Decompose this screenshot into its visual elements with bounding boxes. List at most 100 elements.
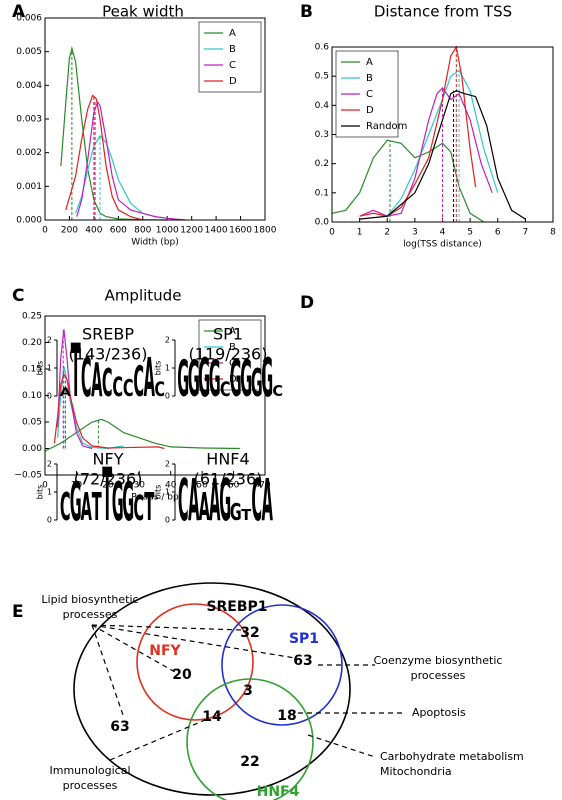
x-tick-label: 1400 <box>205 226 228 236</box>
legend-label: Random <box>366 121 407 132</box>
y-tick-label: 0.000 <box>16 216 42 226</box>
series-line <box>386 69 499 217</box>
venn-circle <box>221 604 343 726</box>
bits-label: bits <box>154 361 163 376</box>
region-count: 32 <box>240 625 259 641</box>
region-count: 63 <box>110 719 129 735</box>
legend-label: C <box>229 358 236 369</box>
logo-letter: C <box>154 379 165 402</box>
bits-label: bits <box>36 361 45 376</box>
x-tick-label: 1600 <box>229 226 252 236</box>
x-tick-label: 3 <box>412 228 418 238</box>
annotation: Carbohydrate metabolism <box>380 750 524 763</box>
logo-letter: G <box>251 360 263 405</box>
y-tick-label: 0.25 <box>22 312 42 322</box>
motif-count: (61/236) <box>194 470 263 489</box>
logo-tick-label: 2 <box>165 460 170 469</box>
venn-layout <box>73 582 402 800</box>
logo-tick-label: 1 <box>47 488 52 497</box>
x-axis-label: Width (bp) <box>131 238 178 248</box>
y-tick-label: 0.4 <box>315 101 330 111</box>
region-count: 63 <box>293 653 312 669</box>
logo-letter: T <box>102 453 112 538</box>
panel-label: D <box>300 293 314 313</box>
legend-box <box>198 21 262 93</box>
x-tick-label: 0 <box>329 228 335 238</box>
logo-letter: G <box>188 350 200 408</box>
logo-letter: C <box>123 374 134 401</box>
series-line <box>331 139 485 223</box>
y-tick-label: 0.1 <box>315 188 329 198</box>
x-tick-label: 20 <box>102 481 114 491</box>
x-tick-label: 1200 <box>180 226 203 236</box>
logo-tick-label: 2 <box>47 460 52 469</box>
logo-letter: C <box>133 489 144 529</box>
logo-letter: G <box>122 471 134 534</box>
logo-letter: A <box>81 484 93 529</box>
logo-letter: A <box>60 386 72 399</box>
legend-label: D <box>366 105 374 116</box>
plot-frame <box>44 17 266 221</box>
region-count: 14 <box>202 709 222 725</box>
chart-title: Distance from TSS <box>374 3 512 21</box>
logo-letter: C <box>60 484 71 529</box>
logo-letter: G <box>198 347 210 410</box>
set-label: SREBP1 <box>206 599 267 615</box>
region-count: 22 <box>240 754 259 770</box>
x-tick-label: 0 <box>42 481 48 491</box>
logo-letter: C <box>102 360 113 405</box>
x-tick-label: 400 <box>85 226 102 236</box>
logo-letter: G <box>112 471 124 534</box>
x-tick-label: 0 <box>42 226 48 236</box>
logo-tick-label: 0 <box>165 516 170 525</box>
panel-label: A <box>12 2 26 22</box>
legend-label: B <box>229 342 236 353</box>
region-count: 20 <box>172 667 192 683</box>
chart-title: Amplitude <box>105 287 182 305</box>
annotation: Apoptosis <box>412 706 466 719</box>
y-tick-label: 0.20 <box>22 338 42 348</box>
motif-count: (119/236) <box>189 345 268 364</box>
logo-letter: C <box>272 382 283 400</box>
logo-letter: A <box>188 467 199 534</box>
logo-letter: C <box>220 379 231 402</box>
legend-label: C <box>366 89 373 100</box>
y-tick-label: 0.002 <box>16 148 42 158</box>
panel-label: B <box>300 2 313 22</box>
x-tick-label: 30 <box>134 481 146 491</box>
logo-tick-label: 1 <box>47 364 52 373</box>
venn-circle <box>186 678 314 800</box>
logo-tick-label: 2 <box>47 336 52 345</box>
annotation: Coenzyme biosynthetic <box>374 654 503 667</box>
legend-label: C <box>229 60 236 71</box>
annotation: processes <box>63 779 118 792</box>
logo-letter: C <box>178 467 189 534</box>
logo-tick-label: 1 <box>165 364 170 373</box>
logo-tick-label: 2 <box>165 336 170 345</box>
plot-frame <box>44 315 266 476</box>
series-line <box>359 90 526 220</box>
y-tick-label: 0.006 <box>16 14 42 24</box>
annotation: Immunological <box>49 764 130 777</box>
annotation: Lipid biosynthetic <box>41 593 138 606</box>
y-tick-label: 0.003 <box>16 115 42 125</box>
legend-label: B <box>229 44 236 55</box>
annotation: Mitochondria <box>380 765 452 778</box>
panel-label: C <box>12 286 24 306</box>
bits-label: bits <box>154 485 163 500</box>
logo-tick-label: 0 <box>165 392 170 401</box>
x-tick-label: 7 <box>523 228 529 238</box>
logo-letter: G <box>177 350 189 408</box>
set-label: SP1 <box>289 631 319 647</box>
x-tick-label: 8 <box>550 228 556 238</box>
y-tick-label: 0.005 <box>16 47 42 57</box>
series-line <box>60 45 168 221</box>
logo-letter: G <box>261 347 273 410</box>
set-label: NFY <box>149 643 181 659</box>
logo-tick-label: 1 <box>165 488 170 497</box>
x-tick-label: 1800 <box>254 226 277 236</box>
motif-name: SP1 <box>213 325 243 344</box>
y-tick-label: 0.2 <box>315 159 329 169</box>
logo-letter: C <box>251 467 262 534</box>
legend-label: A <box>229 326 236 337</box>
